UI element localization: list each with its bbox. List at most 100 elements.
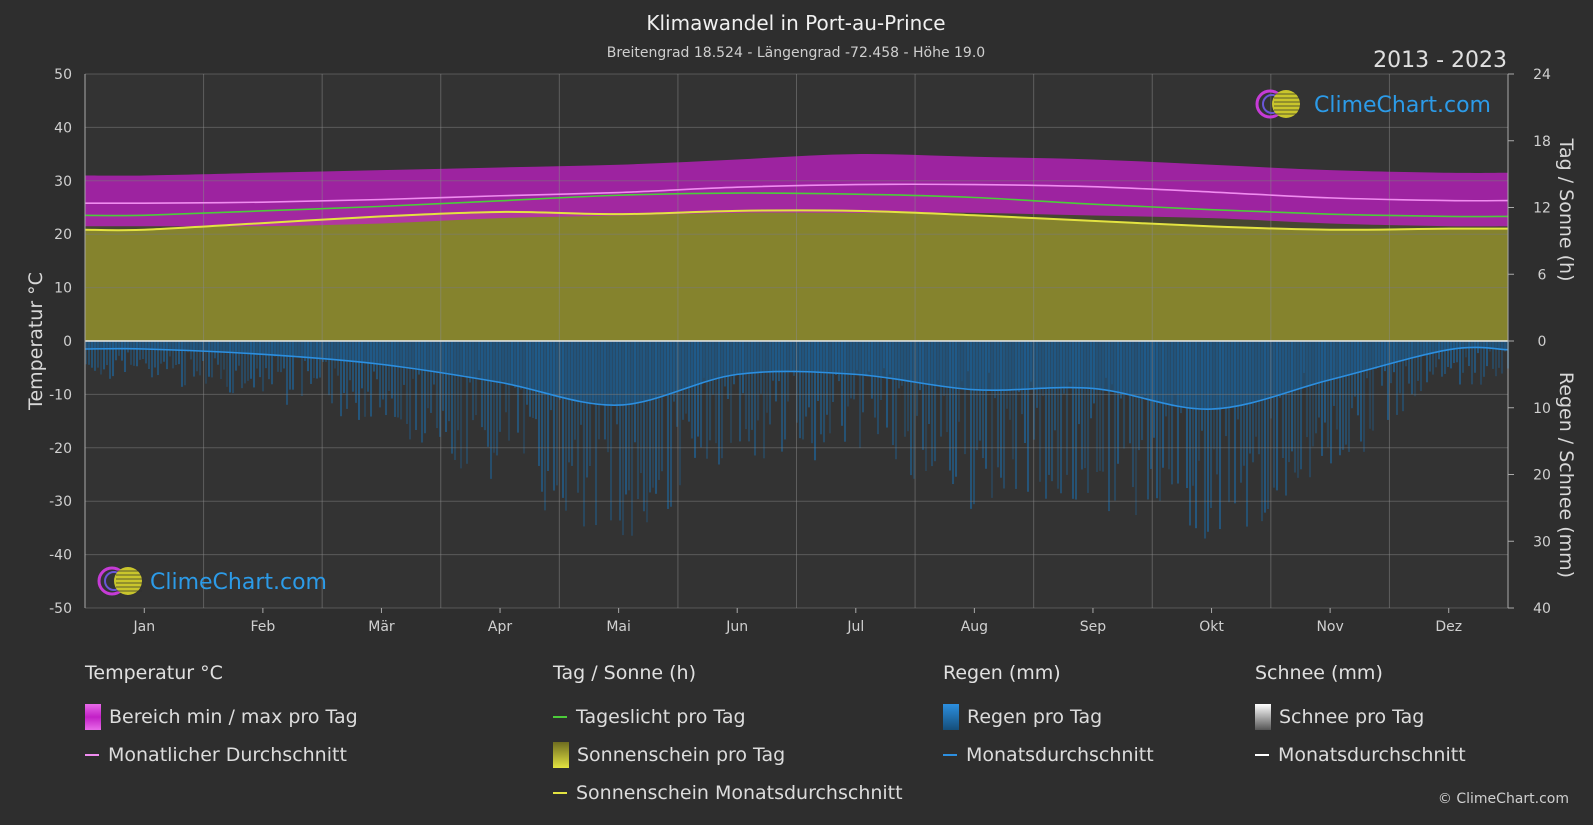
left-tick-label: 20 xyxy=(54,227,72,243)
left-axis-title: Temperatur °C xyxy=(25,272,47,411)
rain-daily-bar xyxy=(1339,341,1341,456)
right-tick-label-rain: 40 xyxy=(1533,601,1551,617)
rain-daily-bar xyxy=(1072,341,1074,499)
temp-mean-line xyxy=(84,183,1509,205)
rain-daily-bar xyxy=(715,341,717,444)
rain-daily-bar xyxy=(1099,341,1101,471)
rain-daily-bar xyxy=(697,341,699,437)
rain-daily-bar xyxy=(235,341,237,371)
rain-daily-bar xyxy=(907,341,909,432)
snow-swatch xyxy=(1255,704,1271,730)
rain-daily-bar xyxy=(382,341,384,400)
rain-daily-bar xyxy=(766,341,768,413)
rain-daily-bar xyxy=(547,341,549,471)
rain-daily-bar xyxy=(394,341,396,417)
rain-daily-bar xyxy=(343,341,345,394)
rain-daily-bar xyxy=(1468,341,1470,367)
rain-daily-bar xyxy=(430,341,432,413)
rain-daily-bar xyxy=(1228,341,1230,503)
rain-daily-bar xyxy=(211,341,213,378)
rain-daily-bar xyxy=(229,341,231,393)
left-tick-label: -20 xyxy=(49,441,72,457)
rain-daily-bar xyxy=(250,341,252,379)
rain-daily-bar xyxy=(571,341,573,466)
rain-daily-bar xyxy=(271,341,273,385)
rain-daily-bar xyxy=(481,341,483,428)
rain-daily-bar xyxy=(1498,341,1500,368)
rain-mean-line xyxy=(84,346,1509,410)
rain-daily-bar xyxy=(499,341,501,432)
legend-item-daylight: Tageslicht pro Tag xyxy=(553,698,903,736)
rain-daily-bar xyxy=(1486,341,1488,367)
rain-daily-bar xyxy=(331,341,333,404)
rain-daily-bar xyxy=(142,341,144,360)
rain-daily-bar xyxy=(232,341,234,394)
rain-daily-bar xyxy=(301,341,303,396)
x-tick-label: Jul xyxy=(846,619,864,635)
rain-daily-bar xyxy=(415,341,417,431)
rain-daily-bar xyxy=(253,341,255,388)
rain-daily-bar xyxy=(1360,341,1362,442)
daylight-line xyxy=(84,192,1509,218)
rain-daily-bar xyxy=(913,341,915,479)
rain-daily-bar xyxy=(556,341,558,486)
rain-daily-bar xyxy=(625,341,627,495)
rain-daily-bar xyxy=(1186,341,1188,489)
rain-daily-bar xyxy=(997,341,999,468)
legend-temperature-header: Temperatur °C xyxy=(85,662,223,684)
rain-daily-bar xyxy=(769,341,771,425)
legend-item-sunshine: Sonnenschein pro Tag xyxy=(553,736,903,774)
rain-daily-bar xyxy=(745,341,747,430)
legend-sun: Tag / Sonne (h) Tageslicht pro Tag Sonne… xyxy=(553,662,903,812)
rain-daily-bar xyxy=(934,341,936,462)
x-tick-label: Apr xyxy=(488,619,512,635)
rain-daily-bar xyxy=(1291,341,1293,452)
rain-daily-bar xyxy=(805,341,807,417)
rain-mean-swatch xyxy=(943,754,957,756)
rain-daily-bar xyxy=(1192,341,1194,486)
legend-temp-range-label: Bereich min / max pro Tag xyxy=(109,706,358,728)
rain-daily-bar xyxy=(877,341,879,435)
rain-daily-bar xyxy=(739,341,741,442)
rain-daily-bar xyxy=(151,341,153,378)
legend-temperature: Temperatur °C Bereich min / max pro Tag … xyxy=(85,662,358,774)
left-tick-label: 40 xyxy=(54,120,72,136)
rain-daily-bar xyxy=(802,341,804,440)
rain-daily-bar xyxy=(910,341,912,476)
rain-daily-bar xyxy=(538,341,540,466)
rain-daily-bar xyxy=(730,341,732,443)
rain-daily-bar xyxy=(952,341,954,485)
brand-logo-top: ClimeChart.com xyxy=(1255,89,1491,119)
rain-daily-bar xyxy=(568,341,570,463)
rain-daily-bar xyxy=(1177,341,1179,484)
rain-daily-bar xyxy=(1210,341,1212,508)
rain-daily-bar xyxy=(136,341,138,367)
rain-daily-bar xyxy=(184,341,186,386)
legend-temp-mean-label: Monatlicher Durchschnitt xyxy=(108,744,347,766)
logo-sun-icon xyxy=(114,567,142,595)
rain-daily-bar xyxy=(1501,341,1503,374)
rain-daily-bar xyxy=(964,341,966,455)
rain-daily-bar xyxy=(385,341,387,416)
x-tick-label: Mär xyxy=(368,619,395,635)
rain-swatch xyxy=(943,704,959,730)
rain-daily-bar xyxy=(925,341,927,471)
sunshine-swatch xyxy=(553,742,569,768)
legend-item-rain-mean: Monatsdurchschnitt xyxy=(943,736,1154,774)
rain-daily-bar xyxy=(427,341,429,409)
rain-daily-bar xyxy=(220,341,222,380)
rain-daily-bar xyxy=(970,341,972,509)
rain-daily-bar xyxy=(277,341,279,372)
rain-daily-bar xyxy=(565,341,567,511)
rain-daily-bar xyxy=(544,341,546,511)
rain-daily-bar xyxy=(841,341,843,426)
rain-daily-bar xyxy=(1387,341,1389,420)
rain-daily-bar xyxy=(1195,341,1197,529)
rain-daily-bar xyxy=(436,341,438,429)
rain-daily-bar xyxy=(1000,341,1002,478)
rain-daily-bar xyxy=(1396,341,1398,415)
rain-daily-bar xyxy=(358,341,360,420)
rain-daily-bar xyxy=(493,341,495,453)
rain-daily-bar xyxy=(1432,341,1434,375)
right-tick-label-sun: 24 xyxy=(1533,67,1551,83)
